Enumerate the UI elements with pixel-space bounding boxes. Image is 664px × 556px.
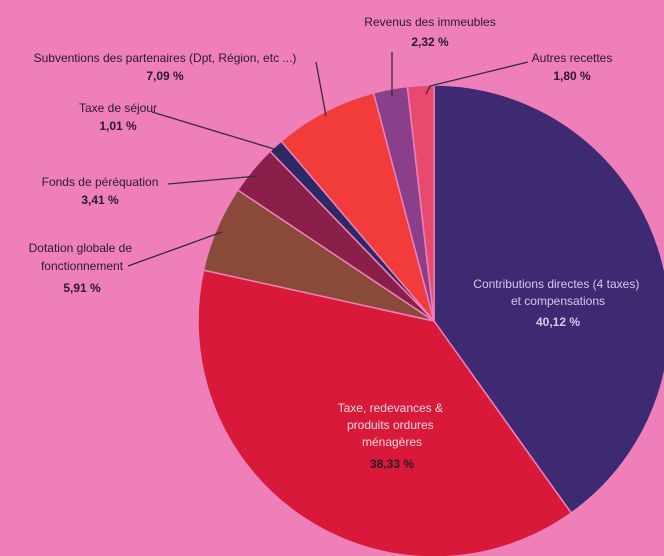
pie-slice-contributions (433, 84, 664, 515)
label-line: produits ordures (347, 418, 434, 432)
leader-line-subventions (315, 61, 327, 117)
leader-line-perequation (167, 175, 259, 185)
slice-label-subventions: Subventions des partenaires (Dpt, Région… (34, 51, 297, 65)
slice-value-subventions: 7,09 % (146, 69, 184, 83)
slice-label-immeubles: Revenus des immeubles (364, 15, 495, 29)
label-line: et compensations (511, 294, 605, 308)
label-line: Taxe, redevances & (338, 401, 443, 415)
label-line: fonctionnement (41, 259, 124, 273)
slice-value-perequation: 3,41 % (81, 193, 119, 207)
label-line: Contributions directes (4 taxes) (473, 277, 639, 291)
label-line: Dotation globale de (29, 241, 133, 255)
slice-label-ordures: Taxe, redevances & produits ordures ména… (338, 401, 447, 449)
leader-lines (127, 52, 529, 267)
leader-line-dotation (127, 231, 223, 267)
slice-value-ordures: 38,33 % (370, 457, 414, 471)
slice-value-autres: 1,80 % (553, 69, 591, 83)
slice-value-immeubles: 2,32 % (411, 35, 449, 49)
slice-label-perequation: Fonds de péréquation (42, 175, 159, 189)
slice-label-dotation: Dotation globale de fonctionnement (29, 241, 136, 273)
slice-label-contributions: Contributions directes (4 taxes) et comp… (473, 277, 642, 308)
leader-line-sejour (151, 111, 285, 153)
leader-line-autres (425, 61, 529, 95)
slice-value-contributions: 40,12 % (536, 315, 580, 329)
label-line: ménagères (362, 435, 422, 449)
pie-slices (197, 84, 664, 556)
slice-value-sejour: 1,01 % (99, 119, 137, 133)
pie-slice-ordures (197, 269, 573, 556)
slice-label-sejour: Taxe de séjour (79, 101, 157, 115)
slice-label-autres: Autres recettes (532, 51, 613, 65)
slice-value-dotation: 5,91 % (63, 281, 101, 295)
